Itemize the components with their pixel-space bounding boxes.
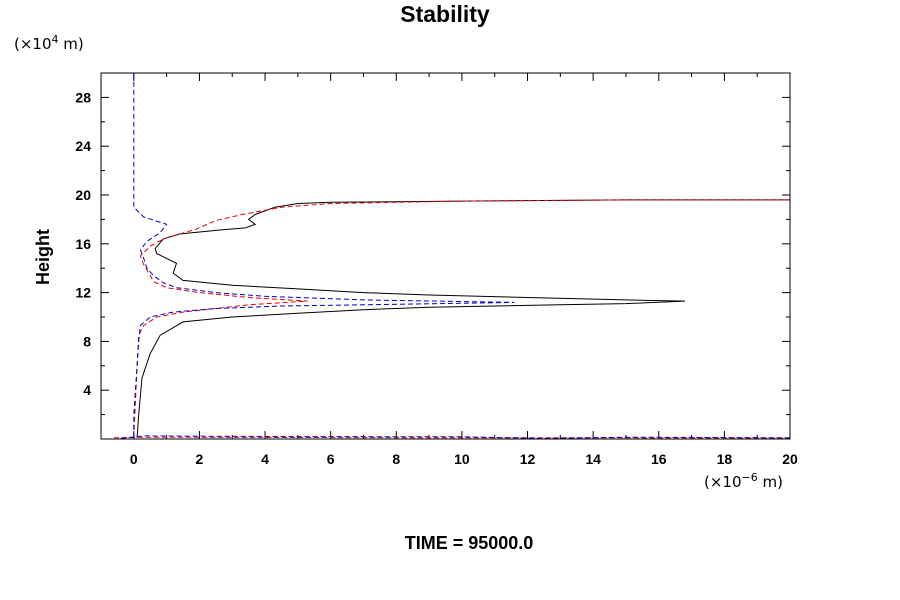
x-tick-label: 12 [520,451,536,467]
x-tick-label: 14 [585,451,601,467]
y-tick-label: 8 [83,333,91,349]
x-tick-label: 0 [130,451,138,467]
x-tick-label: 8 [392,451,400,467]
x-tick-label: 2 [196,451,204,467]
x-unit-prefix: (×10 [704,473,742,491]
x-tick-label: 16 [651,451,667,467]
x-unit-label: (×10−6 m) [704,471,783,491]
y-tick-label: 28 [75,89,91,105]
y-tick-label: 20 [75,187,91,203]
series-line-5 [120,435,790,439]
time-label: TIME = 95000.0 [405,533,534,553]
series-line-2 [133,199,790,438]
y-tick-label: 24 [75,138,91,154]
plot-frame [100,72,791,440]
x-tick-label: 4 [261,451,269,467]
y-unit-prefix: (×10 [14,35,52,53]
series-line-1 [136,199,790,438]
series-line-4 [114,436,790,439]
chart-series [114,73,790,439]
y-unit-exponent: 4 [52,33,59,46]
y-unit-suffix: m) [59,35,84,53]
x-tick-label: 6 [327,451,335,467]
y-tick-label: 12 [75,285,91,301]
series-line-3 [133,73,515,438]
x-tick-label: 18 [717,451,733,467]
y-axis-label: Height [33,229,53,285]
x-tick-label: 10 [454,451,470,467]
y-tick-label: 16 [75,236,91,252]
x-unit-exponent: −6 [742,471,758,484]
y-tick-label: 4 [83,382,91,398]
x-tick-label: 20 [782,451,798,467]
x-unit-suffix: m) [758,473,783,491]
chart-title: Stability [400,1,490,27]
y-unit-label: (×104 m) [14,33,84,53]
